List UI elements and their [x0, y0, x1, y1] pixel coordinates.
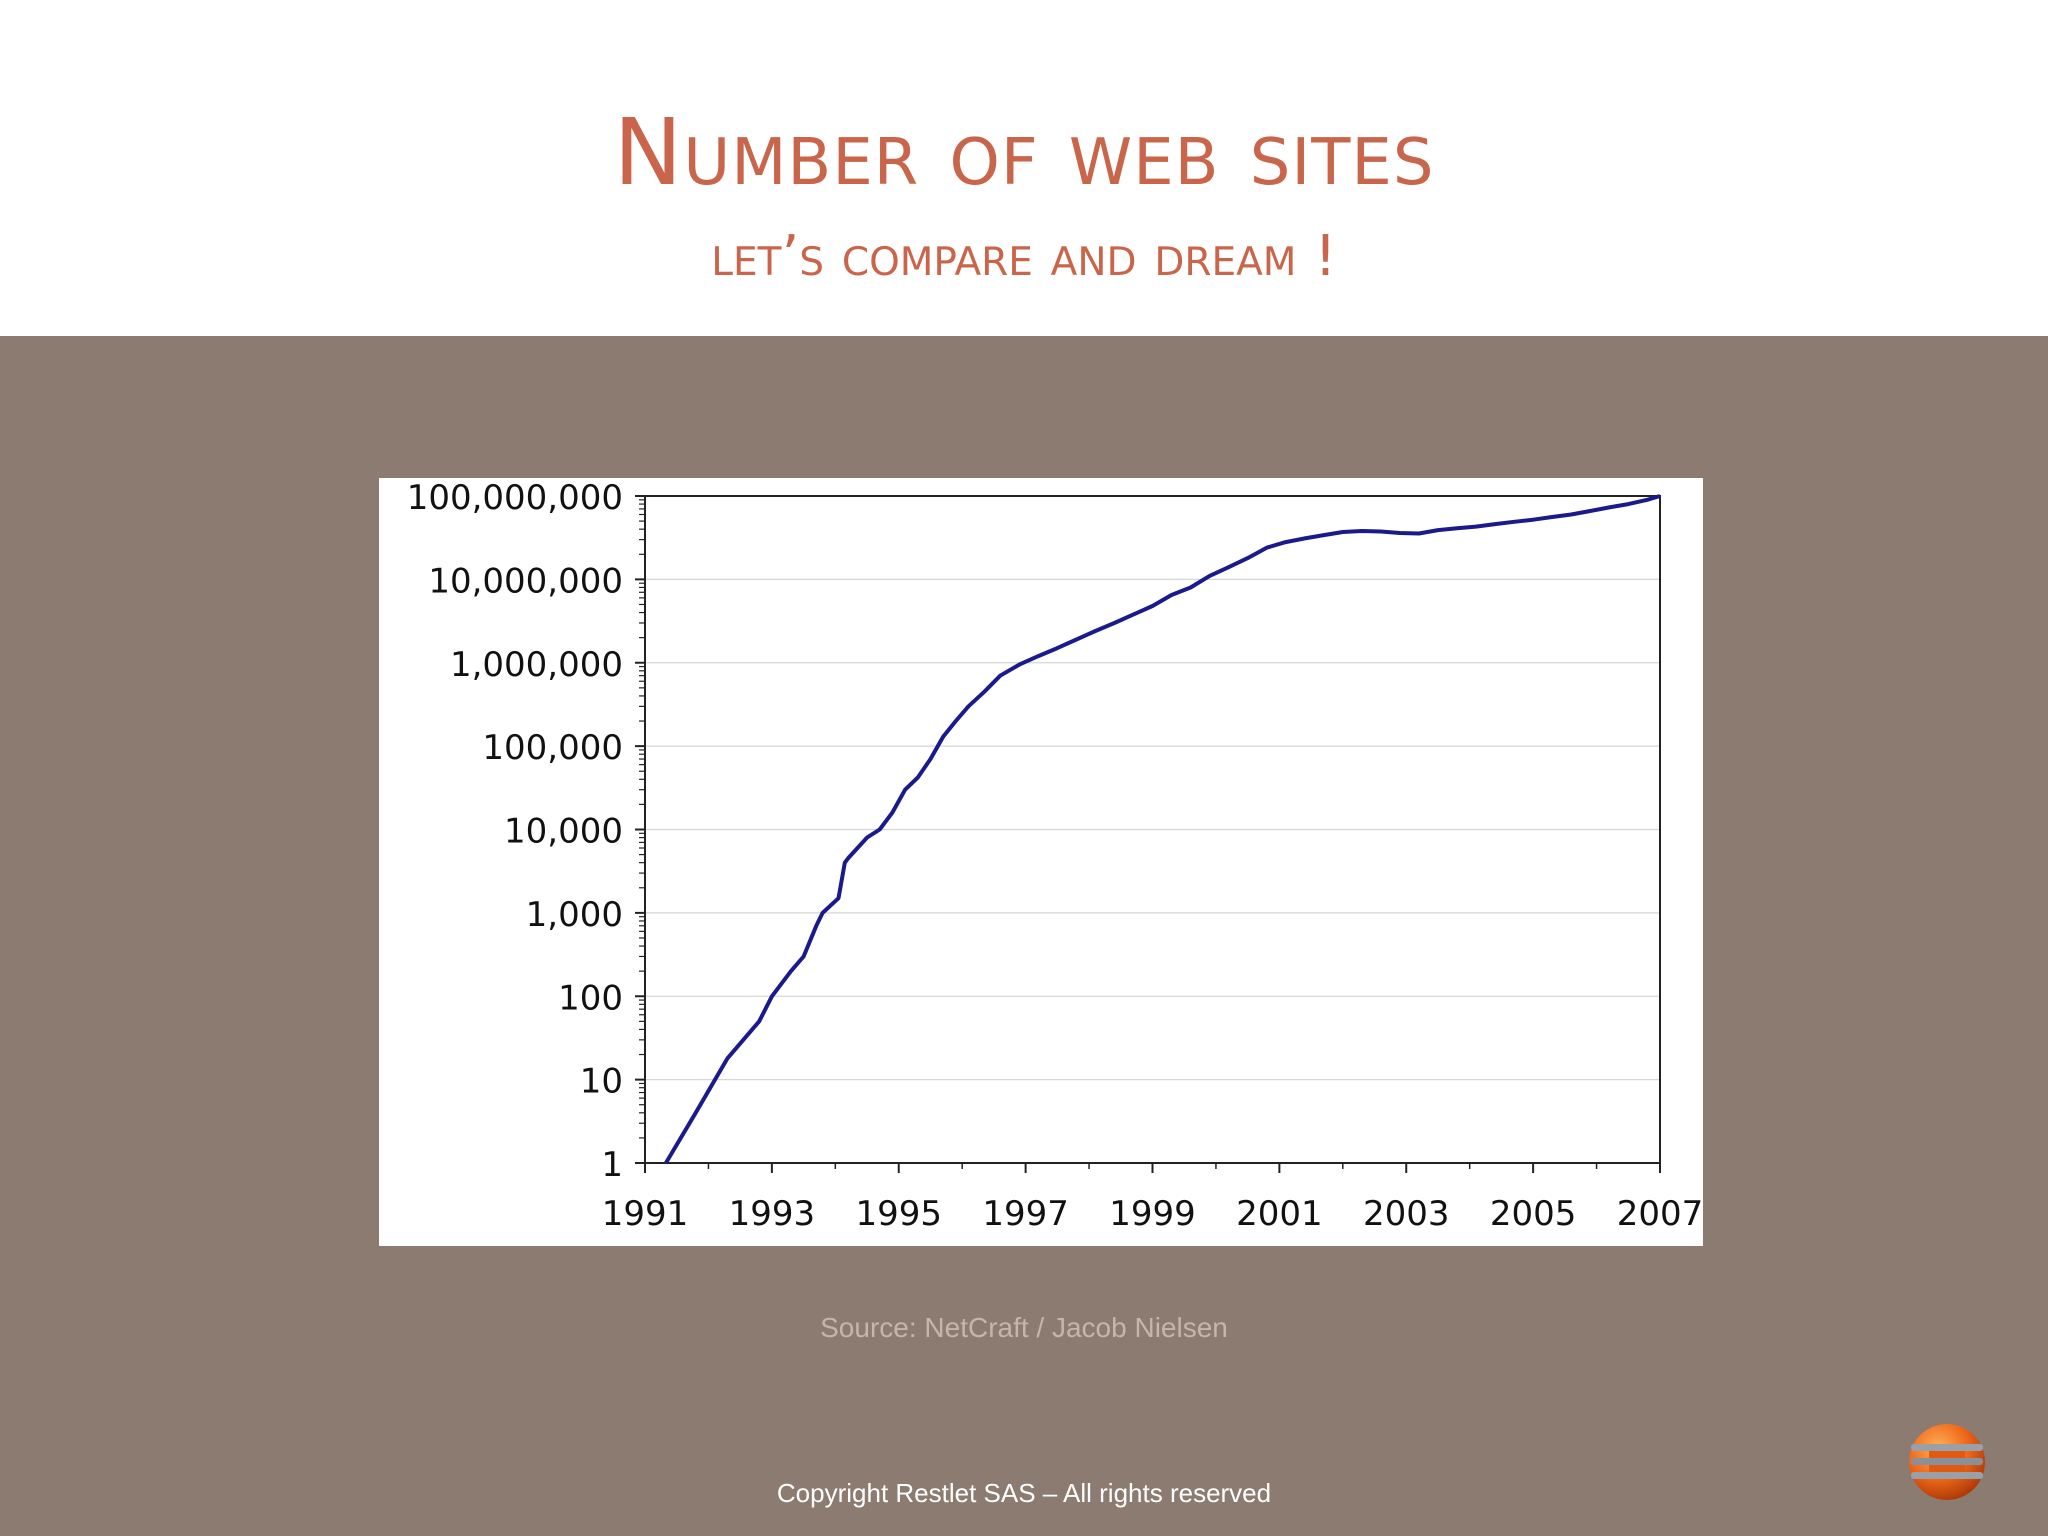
y-tick-label: 100,000: [482, 728, 623, 768]
plot-area-frame: [644, 495, 1661, 1164]
x-tick-label: 1999: [1109, 1194, 1196, 1234]
y-tick-label: 10,000,000: [428, 561, 623, 601]
slide-title: Number of web sites: [613, 99, 1435, 206]
x-tick-label: 2001: [1236, 1194, 1323, 1234]
x-tick-label: 1991: [602, 1194, 689, 1234]
slide-subtitle: let’s compare and dream !: [711, 224, 1337, 289]
y-tick-label: 1,000,000: [450, 645, 623, 685]
x-tick-label: 1993: [729, 1194, 816, 1234]
y-axis-ticks: 1 10 100 1,000 10,000 100,000 1,000,000 10,000,…: [407, 478, 645, 1185]
chart-panel: 1 10 100 1,000 10,000 100,000 1,000,000 10,000,…: [379, 478, 1703, 1246]
y-tick-label: 10: [580, 1062, 623, 1102]
x-tick-label: 2007: [1617, 1194, 1703, 1234]
grid-lines: [645, 578, 1660, 1081]
x-tick-label: 1995: [855, 1194, 942, 1234]
restlet-logo-icon: [1909, 1424, 1985, 1500]
slide-header: Number of web sites let’s compare and dr…: [0, 0, 2048, 336]
y-tick-label: 10,000: [504, 812, 623, 852]
y-tick-label: 100: [558, 978, 623, 1018]
source-note: Source: NetCraft / Jacob Nielsen: [820, 1312, 1228, 1343]
copyright-footer: Copyright Restlet SAS – All rights reser…: [776, 1478, 1272, 1508]
line-chart: 1 10 100 1,000 10,000 100,000 1,000,000 10,000,…: [407, 478, 1703, 1234]
y-tick-label: 1: [601, 1145, 623, 1185]
x-axis-ticks: 1991 1993 1995 1997 1999 2001 2003 2005 2007: [602, 1163, 1703, 1234]
x-tick-label: 1997: [982, 1194, 1069, 1234]
y-tick-label: 100,000,000: [407, 478, 623, 518]
y-tick-label: 1,000: [526, 895, 623, 935]
x-tick-label: 2005: [1490, 1194, 1577, 1234]
x-tick-label: 2003: [1363, 1194, 1450, 1234]
series-line: [664, 494, 1661, 1165]
